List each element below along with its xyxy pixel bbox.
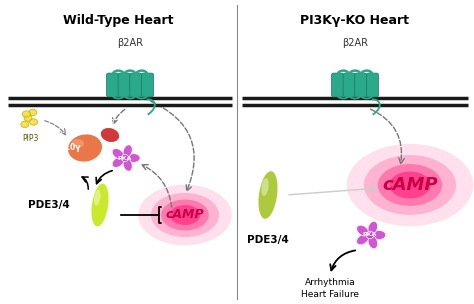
Ellipse shape — [368, 221, 378, 234]
Ellipse shape — [258, 171, 277, 219]
Text: β2AR: β2AR — [117, 38, 143, 48]
Ellipse shape — [356, 234, 369, 245]
Ellipse shape — [22, 111, 30, 117]
Ellipse shape — [112, 149, 124, 159]
Ellipse shape — [261, 178, 269, 196]
Text: Arrhythmia
Heart Failure: Arrhythmia Heart Failure — [301, 278, 359, 299]
Ellipse shape — [94, 190, 100, 206]
Ellipse shape — [121, 154, 128, 162]
FancyBboxPatch shape — [355, 73, 367, 97]
Ellipse shape — [372, 230, 386, 240]
Text: PDE3/4: PDE3/4 — [247, 235, 289, 245]
Ellipse shape — [389, 171, 431, 199]
Text: cAMP: cAMP — [166, 209, 204, 222]
Text: β2AR: β2AR — [342, 38, 368, 48]
Ellipse shape — [378, 164, 442, 206]
Ellipse shape — [29, 119, 37, 125]
Text: PDE3/4: PDE3/4 — [28, 200, 70, 210]
Ellipse shape — [24, 115, 32, 121]
Ellipse shape — [368, 236, 378, 249]
Ellipse shape — [101, 128, 119, 142]
Ellipse shape — [364, 155, 456, 215]
Ellipse shape — [356, 225, 369, 236]
Text: p110γ: p110γ — [55, 143, 81, 153]
Ellipse shape — [123, 159, 132, 171]
Ellipse shape — [366, 231, 374, 239]
Text: PKA: PKA — [118, 156, 132, 161]
FancyBboxPatch shape — [142, 73, 154, 97]
FancyBboxPatch shape — [106, 73, 118, 97]
FancyBboxPatch shape — [366, 73, 379, 97]
Ellipse shape — [29, 109, 37, 116]
FancyBboxPatch shape — [118, 73, 130, 97]
Ellipse shape — [151, 193, 219, 237]
Text: cAMP: cAMP — [382, 176, 438, 194]
Ellipse shape — [68, 134, 102, 162]
Ellipse shape — [72, 139, 84, 148]
Text: Wild-Type Heart: Wild-Type Heart — [63, 14, 173, 27]
Ellipse shape — [161, 199, 209, 230]
FancyBboxPatch shape — [130, 73, 142, 97]
Ellipse shape — [91, 184, 109, 226]
Ellipse shape — [138, 185, 232, 245]
Ellipse shape — [123, 145, 132, 157]
Ellipse shape — [170, 205, 201, 225]
Text: PIP3: PIP3 — [22, 134, 38, 143]
Text: p87: p87 — [106, 119, 120, 128]
Ellipse shape — [127, 154, 140, 162]
FancyBboxPatch shape — [331, 73, 344, 97]
Ellipse shape — [112, 157, 124, 168]
Ellipse shape — [347, 144, 473, 226]
FancyBboxPatch shape — [343, 73, 355, 97]
Text: PKA: PKA — [363, 233, 377, 237]
Ellipse shape — [21, 121, 29, 128]
Text: PI3Kγ-KO Heart: PI3Kγ-KO Heart — [301, 14, 410, 27]
